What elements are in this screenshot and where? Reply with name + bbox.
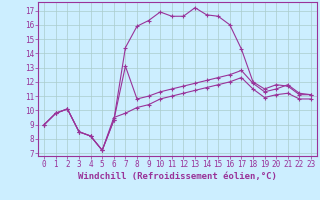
X-axis label: Windchill (Refroidissement éolien,°C): Windchill (Refroidissement éolien,°C) bbox=[78, 172, 277, 181]
